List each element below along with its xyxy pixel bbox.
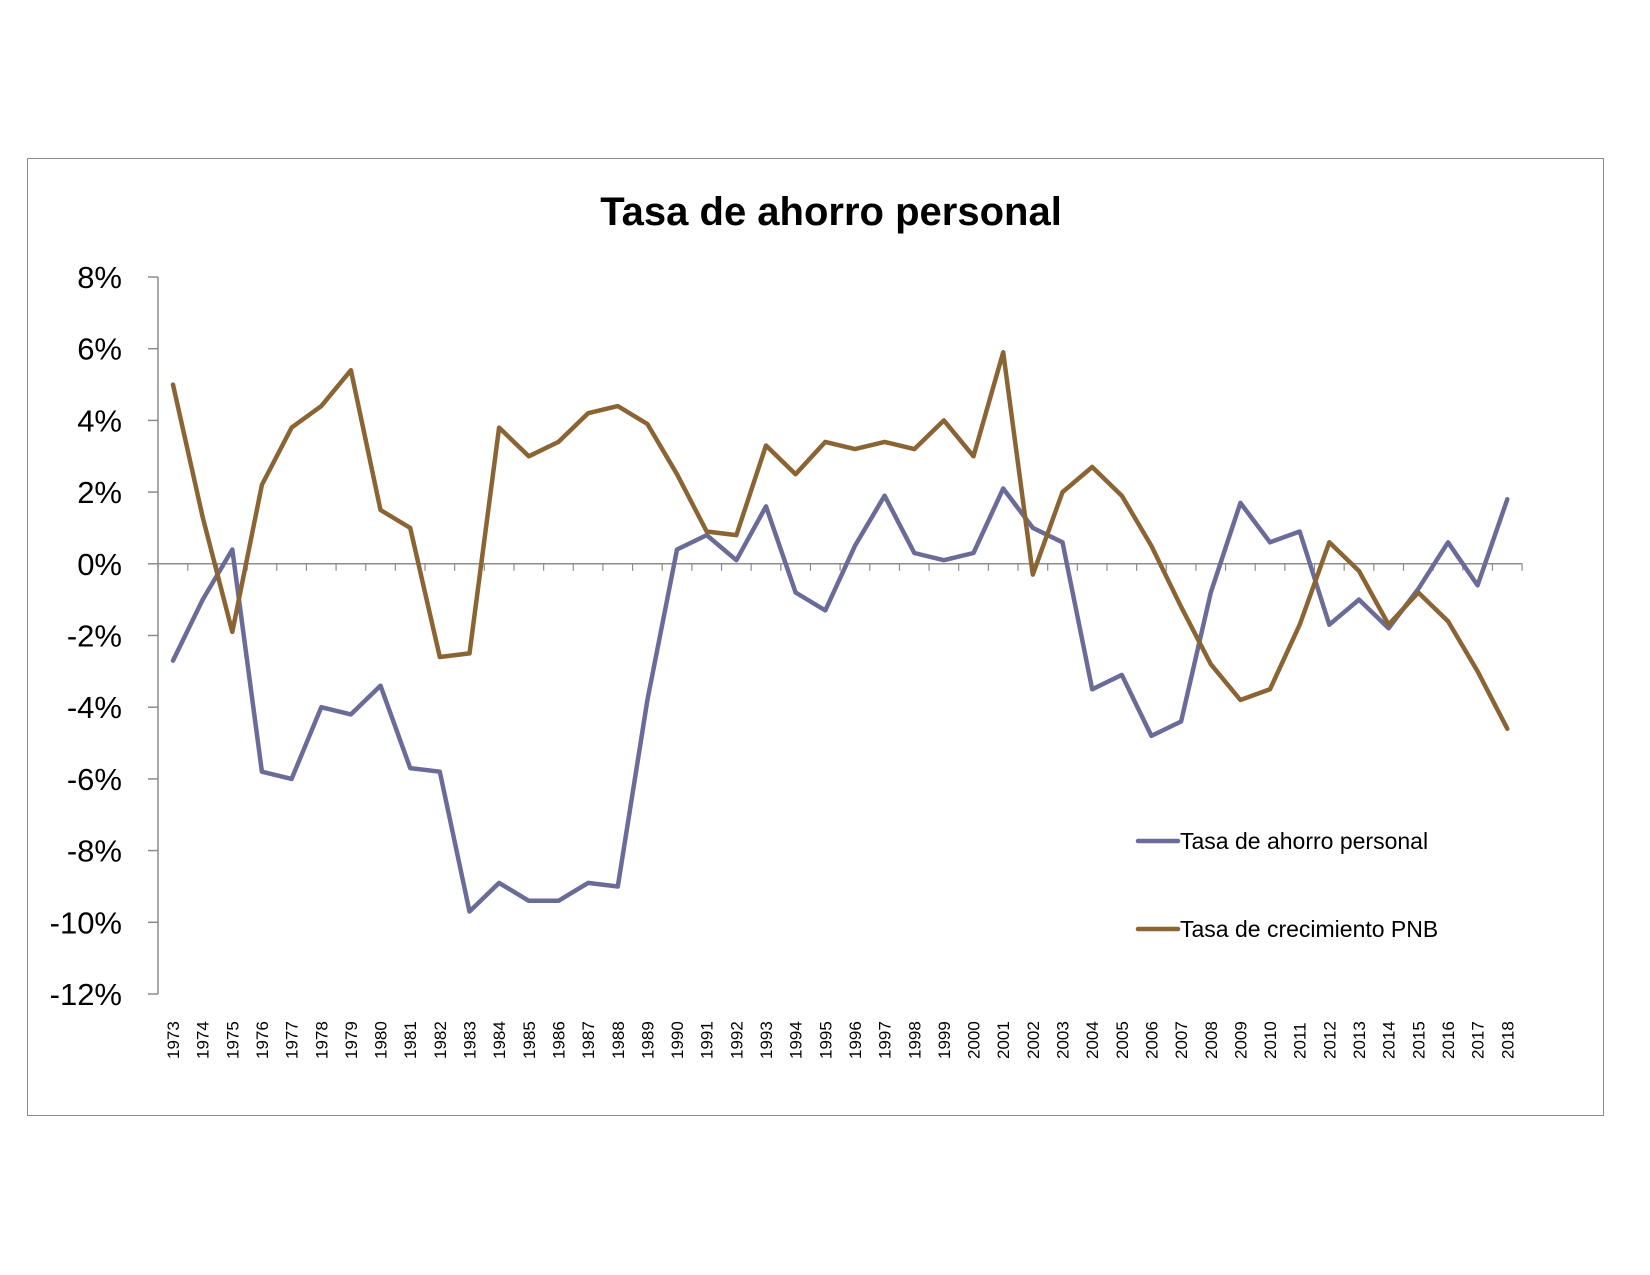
- x-tick-label: 1993: [757, 1021, 776, 1059]
- y-tick-label: -2%: [67, 619, 122, 654]
- x-tick-label: 1992: [727, 1021, 746, 1059]
- x-tick-label: 2009: [1231, 1021, 1250, 1059]
- x-tick-label: 1980: [372, 1021, 391, 1059]
- legend-label-1: Tasa de ahorro personal: [1180, 828, 1428, 854]
- x-tick-label: 2015: [1409, 1021, 1428, 1059]
- x-tick-label: 2008: [1202, 1021, 1221, 1059]
- x-tick-label: 1997: [876, 1021, 895, 1059]
- x-tick-label: 1983: [461, 1021, 480, 1059]
- y-tick-label: -4%: [67, 690, 122, 725]
- x-tick-label: 2016: [1439, 1021, 1458, 1059]
- axes: 8% 6% 4% 2% 0% -2% -4% -6% -8% -10% -12% 1973 1974 19…: [50, 260, 1523, 1059]
- x-tick-label: 1996: [846, 1021, 865, 1059]
- y-tick-label: -10%: [50, 905, 122, 940]
- x-tick-label: 1987: [579, 1021, 598, 1059]
- x-tick-label: 1984: [490, 1021, 509, 1059]
- x-tick-label: 2004: [1083, 1021, 1102, 1059]
- y-tick-label: -6%: [67, 762, 122, 797]
- x-tick-label: 1998: [905, 1021, 924, 1059]
- series-line-2: [170, 350, 1510, 731]
- x-tick-label: 2007: [1172, 1021, 1191, 1059]
- x-tick-label: 1999: [935, 1021, 954, 1059]
- x-tick-label: 2018: [1498, 1021, 1517, 1059]
- y-tick-label: 8%: [77, 260, 122, 295]
- chart-frame: Tasa de ahorro personal 8% 6% 4% 2% 0% -2% -4%…: [27, 158, 1604, 1116]
- y-tick-label: 6%: [77, 332, 122, 367]
- y-tick-label: 2%: [77, 475, 122, 510]
- x-tick-label: 1986: [549, 1021, 568, 1059]
- x-tick-label: 1994: [787, 1021, 806, 1059]
- x-tick-label: 1975: [223, 1021, 242, 1059]
- x-tick-label: 1991: [698, 1021, 717, 1059]
- x-tick-label: 2005: [1113, 1021, 1132, 1059]
- series-line-1: [170, 486, 1510, 914]
- line-chart: Tasa de ahorro personal 8% 6% 4% 2% 0% -2% -4%…: [50, 190, 1523, 1059]
- x-tick-label: 2014: [1380, 1021, 1399, 1059]
- y-tick-label: -8%: [67, 834, 122, 869]
- x-tick-label: 1990: [668, 1021, 687, 1059]
- legend-label-2: Tasa de crecimiento PNB: [1180, 916, 1438, 942]
- y-tick-label: 4%: [77, 403, 122, 438]
- x-tick-label: 2000: [965, 1021, 984, 1059]
- x-tick-label: 1978: [312, 1021, 331, 1059]
- x-tick-label: 1974: [194, 1021, 213, 1059]
- x-tick-label: 1985: [520, 1021, 539, 1059]
- x-tick-label: 2006: [1142, 1021, 1161, 1059]
- x-tick-label: 1982: [431, 1021, 450, 1059]
- x-tick-label: 2012: [1320, 1021, 1339, 1059]
- x-tick-label: 2017: [1469, 1021, 1488, 1059]
- legend: Tasa de ahorro personal Tasa de crecimien…: [1135, 828, 1438, 942]
- x-tick-label: 2003: [1054, 1021, 1073, 1059]
- x-tick-label: 2011: [1291, 1022, 1310, 1059]
- series-lines: [170, 350, 1510, 914]
- x-tick-label: 2002: [1024, 1021, 1043, 1059]
- x-tick-label: 1973: [164, 1021, 183, 1059]
- y-tick-label: 0%: [77, 547, 122, 582]
- x-tick-label: 2001: [994, 1021, 1013, 1059]
- x-tick-label: 1981: [401, 1021, 420, 1059]
- x-tick-label: 1976: [253, 1021, 272, 1059]
- x-tick-label: 1977: [283, 1021, 302, 1059]
- y-tick-label: -12%: [50, 977, 122, 1012]
- x-tick-label: 1979: [342, 1021, 361, 1059]
- x-tick-label: 2013: [1350, 1021, 1369, 1059]
- chart-title: Tasa de ahorro personal: [600, 190, 1062, 234]
- x-tick-label: 2010: [1261, 1021, 1280, 1059]
- x-tick-label: 1988: [609, 1021, 628, 1059]
- x-tick-label: 1995: [816, 1021, 835, 1059]
- x-tick-label: 1989: [638, 1021, 657, 1059]
